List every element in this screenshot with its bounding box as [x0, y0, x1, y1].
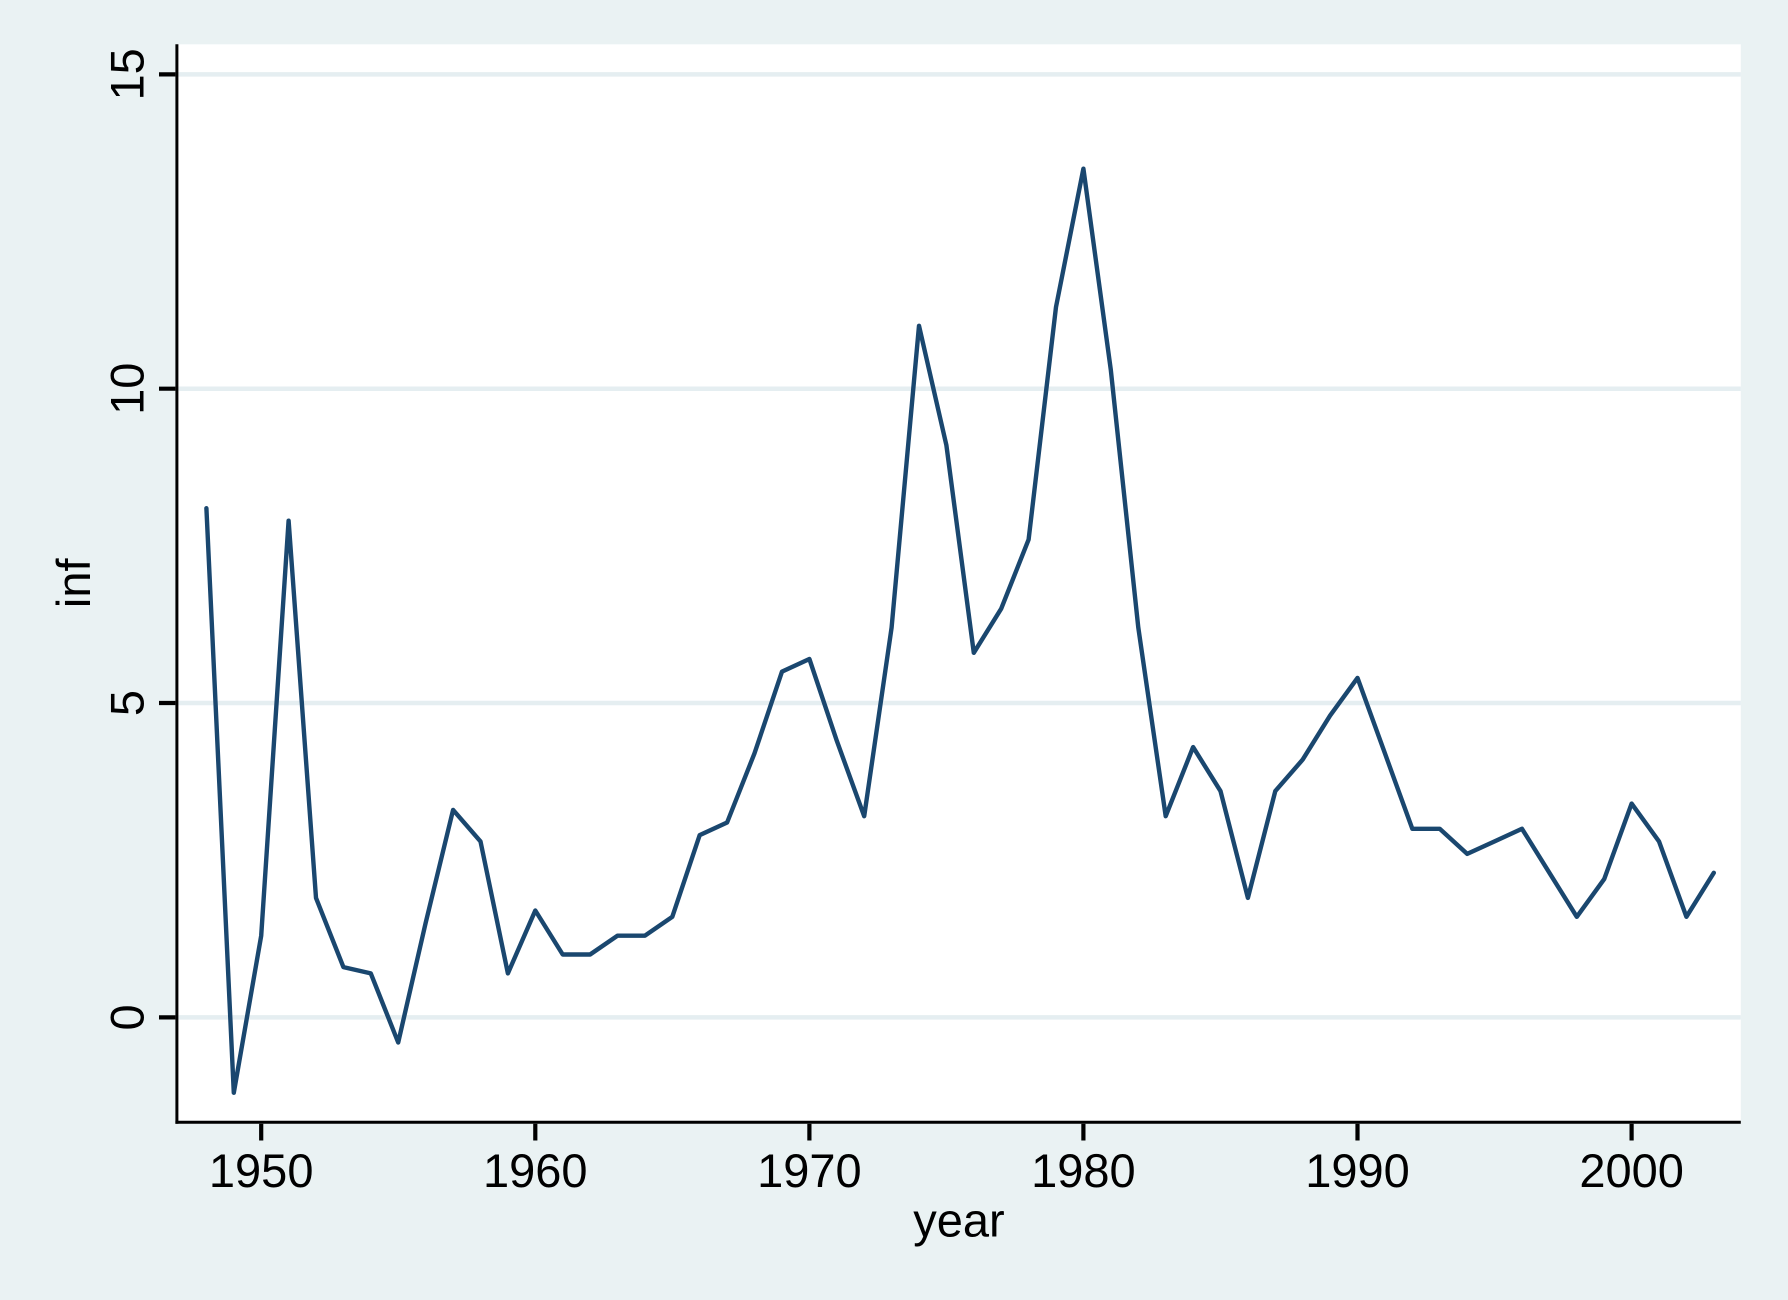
svg-text:0: 0: [101, 1004, 154, 1030]
svg-text:year: year: [913, 1194, 1004, 1247]
svg-text:5: 5: [101, 690, 154, 716]
svg-text:1950: 1950: [209, 1144, 314, 1197]
svg-text:1980: 1980: [1031, 1144, 1136, 1197]
svg-text:1990: 1990: [1305, 1144, 1410, 1197]
svg-text:15: 15: [101, 48, 154, 100]
svg-text:1960: 1960: [483, 1144, 588, 1197]
svg-text:inf: inf: [47, 558, 100, 609]
svg-text:2000: 2000: [1579, 1144, 1684, 1197]
svg-text:1970: 1970: [757, 1144, 862, 1197]
svg-text:10: 10: [101, 363, 154, 415]
